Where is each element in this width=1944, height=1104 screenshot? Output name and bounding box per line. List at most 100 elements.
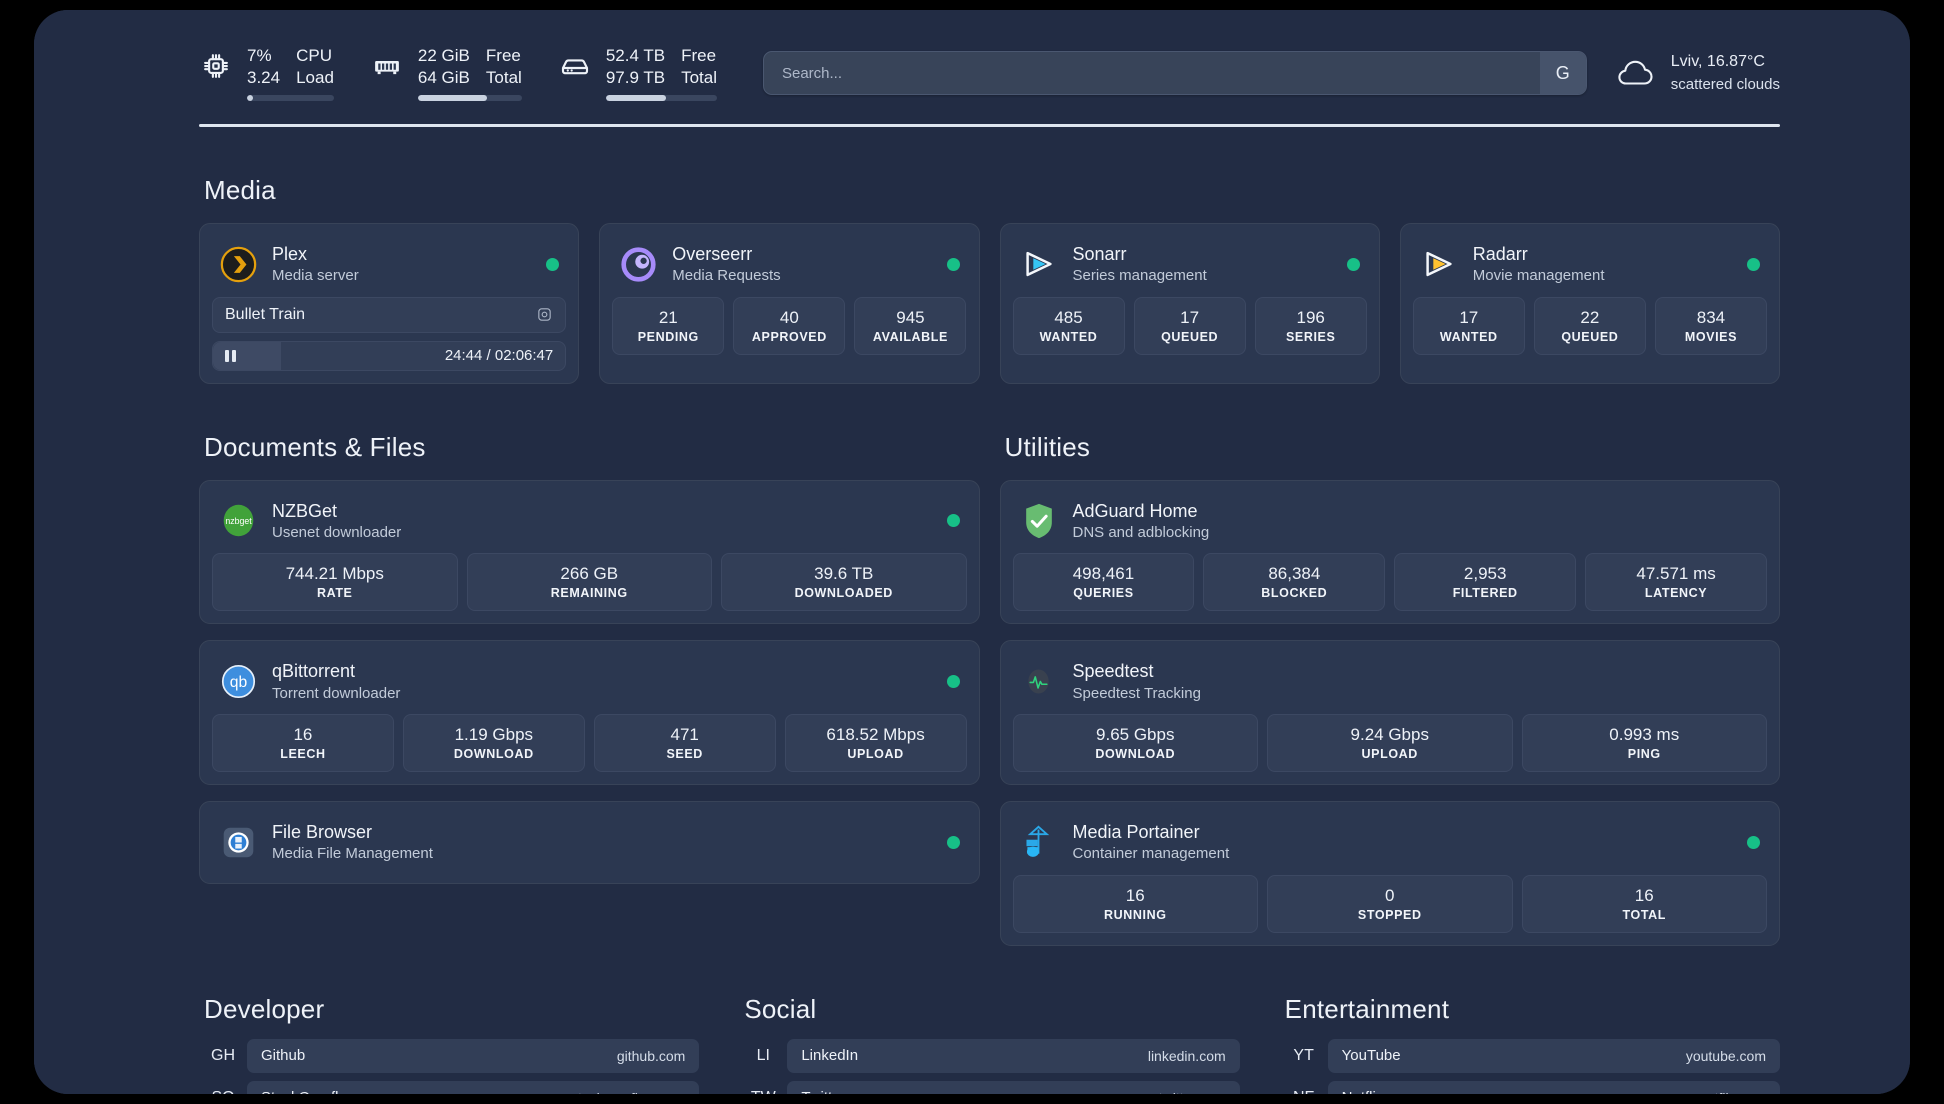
- stat-value: 9.24 Gbps: [1350, 724, 1429, 744]
- bookmark-badge: LI: [756, 1046, 770, 1064]
- weather-widget[interactable]: Lviv, 16.87°C scattered clouds: [1615, 51, 1780, 94]
- stat-tile[interactable]: 17 WANTED: [1412, 296, 1525, 355]
- service-subtitle: Torrent downloader: [272, 684, 401, 702]
- dashboard-content: Media Plex Media server: [34, 175, 1910, 1094]
- service-card-media-portainer[interactable]: Media Portainer Container management 16 …: [999, 801, 1780, 946]
- media-card-grid: Plex Media server Bullet Train: [199, 223, 1780, 384]
- service-card-speedtest[interactable]: Speedtest Speedtest Tracking 9.65 Gbps D…: [999, 640, 1780, 786]
- stat-value: 0: [1385, 885, 1395, 905]
- bookmark-url: linkedin.com: [1147, 1047, 1226, 1064]
- stat-value: 498,461: [1072, 564, 1135, 584]
- stat-label: LEECH: [280, 747, 326, 762]
- bookmark-link[interactable]: StackOverflow stackoverflow.com: [247, 1080, 700, 1094]
- now-playing-title-row[interactable]: Bullet Train: [212, 296, 567, 333]
- stat-tile[interactable]: 0 STOPPED: [1267, 874, 1513, 933]
- stat-tile[interactable]: 22 QUEUED: [1533, 296, 1646, 355]
- stat-label: DOWNLOAD: [453, 747, 534, 762]
- bookmark-url: netflix.com: [1699, 1090, 1766, 1094]
- bookmark-row[interactable]: YT YouTube youtube.com: [1280, 1038, 1780, 1073]
- cpu-label-bottom: Load: [296, 67, 334, 87]
- bookmark-row[interactable]: TW Twitter twitter.com: [739, 1080, 1240, 1094]
- search-engine-button[interactable]: G: [1539, 52, 1586, 94]
- stat-tile[interactable]: 47.571 ms LATENCY: [1585, 553, 1767, 612]
- stat-tile[interactable]: 2,953 FILTERED: [1394, 553, 1577, 612]
- stat-tile[interactable]: 16 LEECH: [212, 713, 394, 773]
- service-card-sonarr[interactable]: Sonarr Series management 485 WANTED 17 Q…: [999, 223, 1380, 384]
- service-card-nzbget[interactable]: nzbget NZBGet Usenet downloader 74: [199, 479, 980, 625]
- bookmark-link[interactable]: LinkedIn linkedin.com: [787, 1038, 1240, 1073]
- stats-row: 17 WANTED 22 QUEUED 834 MOVIES: [1412, 296, 1767, 355]
- stat-tile[interactable]: 16 RUNNING: [1012, 874, 1258, 933]
- status-badge: [1747, 835, 1760, 849]
- bookmarks-social: Social LI LinkedIn linkedin.com TW Twitt…: [739, 946, 1240, 1094]
- disk-label-top: Free: [681, 45, 717, 65]
- stat-tile[interactable]: 40 APPROVED: [733, 296, 846, 355]
- stat-tile[interactable]: 196 SERIES: [1254, 296, 1367, 355]
- stat-tile[interactable]: 86,384 BLOCKED: [1203, 553, 1386, 612]
- disk-labels: Free Total: [681, 45, 717, 89]
- disk-widget[interactable]: 52.4 TB 97.9 TB Free Total: [558, 45, 717, 102]
- stat-tile[interactable]: 834 MOVIES: [1654, 296, 1767, 355]
- search-input[interactable]: [763, 52, 1540, 94]
- memory-widget[interactable]: 22 GiB 64 GiB Free Total: [370, 45, 522, 102]
- stat-tile[interactable]: 498,461 QUERIES: [1012, 553, 1195, 612]
- stat-tile[interactable]: 1.19 Gbps DOWNLOAD: [402, 713, 585, 773]
- radarr-icon: [1420, 245, 1458, 283]
- now-playing-progress[interactable]: 24:44 / 02:06:47: [212, 340, 567, 371]
- stat-tile[interactable]: 266 GB REMAINING: [466, 553, 712, 612]
- stat-tile[interactable]: 471 SEED: [593, 713, 776, 773]
- service-card-plex[interactable]: Plex Media server Bullet Train: [199, 223, 580, 384]
- stat-tile[interactable]: 16 TOTAL: [1521, 874, 1767, 933]
- service-subtitle: Speedtest Tracking: [1072, 684, 1201, 702]
- stat-value: 1.19 Gbps: [454, 724, 534, 744]
- weather-condition: scattered clouds: [1670, 75, 1780, 93]
- bookmark-row[interactable]: GH Github github.com: [199, 1038, 700, 1073]
- utilities-column: Utilities AdGuard Home: [999, 384, 1780, 946]
- gear-icon[interactable]: [536, 306, 553, 323]
- pause-icon[interactable]: [225, 349, 236, 362]
- bookmark-link[interactable]: YouTube youtube.com: [1327, 1038, 1780, 1073]
- filebrowser-icon: [219, 823, 257, 861]
- stat-label: QUEUED: [1561, 329, 1619, 344]
- stat-tile[interactable]: 17 QUEUED: [1133, 296, 1246, 355]
- qbittorrent-icon: qb: [219, 663, 257, 701]
- memory-label-bottom: Total: [485, 67, 522, 87]
- stat-label: QUERIES: [1073, 586, 1134, 601]
- documents-column: Documents & Files nzbget: [199, 384, 980, 946]
- now-playing-time: 24:44 / 02:06:47: [444, 347, 554, 365]
- bookmark-row[interactable]: SO StackOverflow stackoverflow.com: [199, 1080, 700, 1094]
- stat-tile[interactable]: 39.6 TB DOWNLOADED: [721, 553, 967, 612]
- stat-tile[interactable]: 485 WANTED: [1012, 296, 1125, 355]
- service-card-file-browser[interactable]: File Browser Media File Management: [199, 801, 980, 884]
- stat-label: SERIES: [1285, 329, 1336, 344]
- stat-value: 40: [779, 307, 799, 327]
- service-card-overseerr[interactable]: Overseerr Media Requests 21 PENDING 40 A…: [599, 223, 980, 384]
- stat-label: AVAILABLE: [872, 329, 948, 344]
- status-badge: [946, 257, 960, 271]
- service-card-radarr[interactable]: Radarr Movie management 17 WANTED 22 QUE…: [1399, 223, 1780, 384]
- stat-tile[interactable]: 744.21 Mbps RATE: [212, 553, 458, 612]
- stat-tile[interactable]: 0.993 ms PING: [1521, 713, 1767, 773]
- bookmark-link[interactable]: Twitter twitter.com: [787, 1080, 1240, 1094]
- service-card-adguard-home[interactable]: AdGuard Home DNS and adblocking 498,461 …: [999, 479, 1780, 625]
- stat-tile[interactable]: 9.24 Gbps UPLOAD: [1267, 713, 1513, 773]
- bookmark-row[interactable]: LI LinkedIn linkedin.com: [739, 1038, 1240, 1073]
- stat-value: 485: [1054, 307, 1083, 327]
- dashboard-page: 7% 3.24 CPU Load: [34, 10, 1910, 1094]
- memory-labels: Free Total: [486, 45, 522, 89]
- disk-usage-bar: [605, 95, 717, 102]
- search-bar[interactable]: G: [762, 51, 1587, 95]
- bookmark-link[interactable]: Netflix netflix.com: [1327, 1080, 1780, 1094]
- bookmark-row[interactable]: NF Netflix netflix.com: [1280, 1080, 1780, 1094]
- stat-tile[interactable]: 21 PENDING: [612, 296, 725, 355]
- stat-value: 2,953: [1463, 564, 1507, 584]
- stat-tile[interactable]: 9.65 Gbps DOWNLOAD: [1012, 713, 1258, 773]
- bookmarks-developer: Developer GH Github github.com SO StackO…: [199, 946, 700, 1094]
- bookmark-name: Netflix: [1342, 1089, 1384, 1094]
- disk-icon: [558, 49, 592, 83]
- stat-tile[interactable]: 945 AVAILABLE: [854, 296, 967, 355]
- bookmark-link[interactable]: Github github.com: [247, 1038, 700, 1073]
- service-card-qbittorrent[interactable]: qb qBittorrent Torrent downloader: [199, 640, 980, 786]
- stat-tile[interactable]: 618.52 Mbps UPLOAD: [784, 713, 967, 773]
- cpu-widget[interactable]: 7% 3.24 CPU Load: [199, 45, 334, 102]
